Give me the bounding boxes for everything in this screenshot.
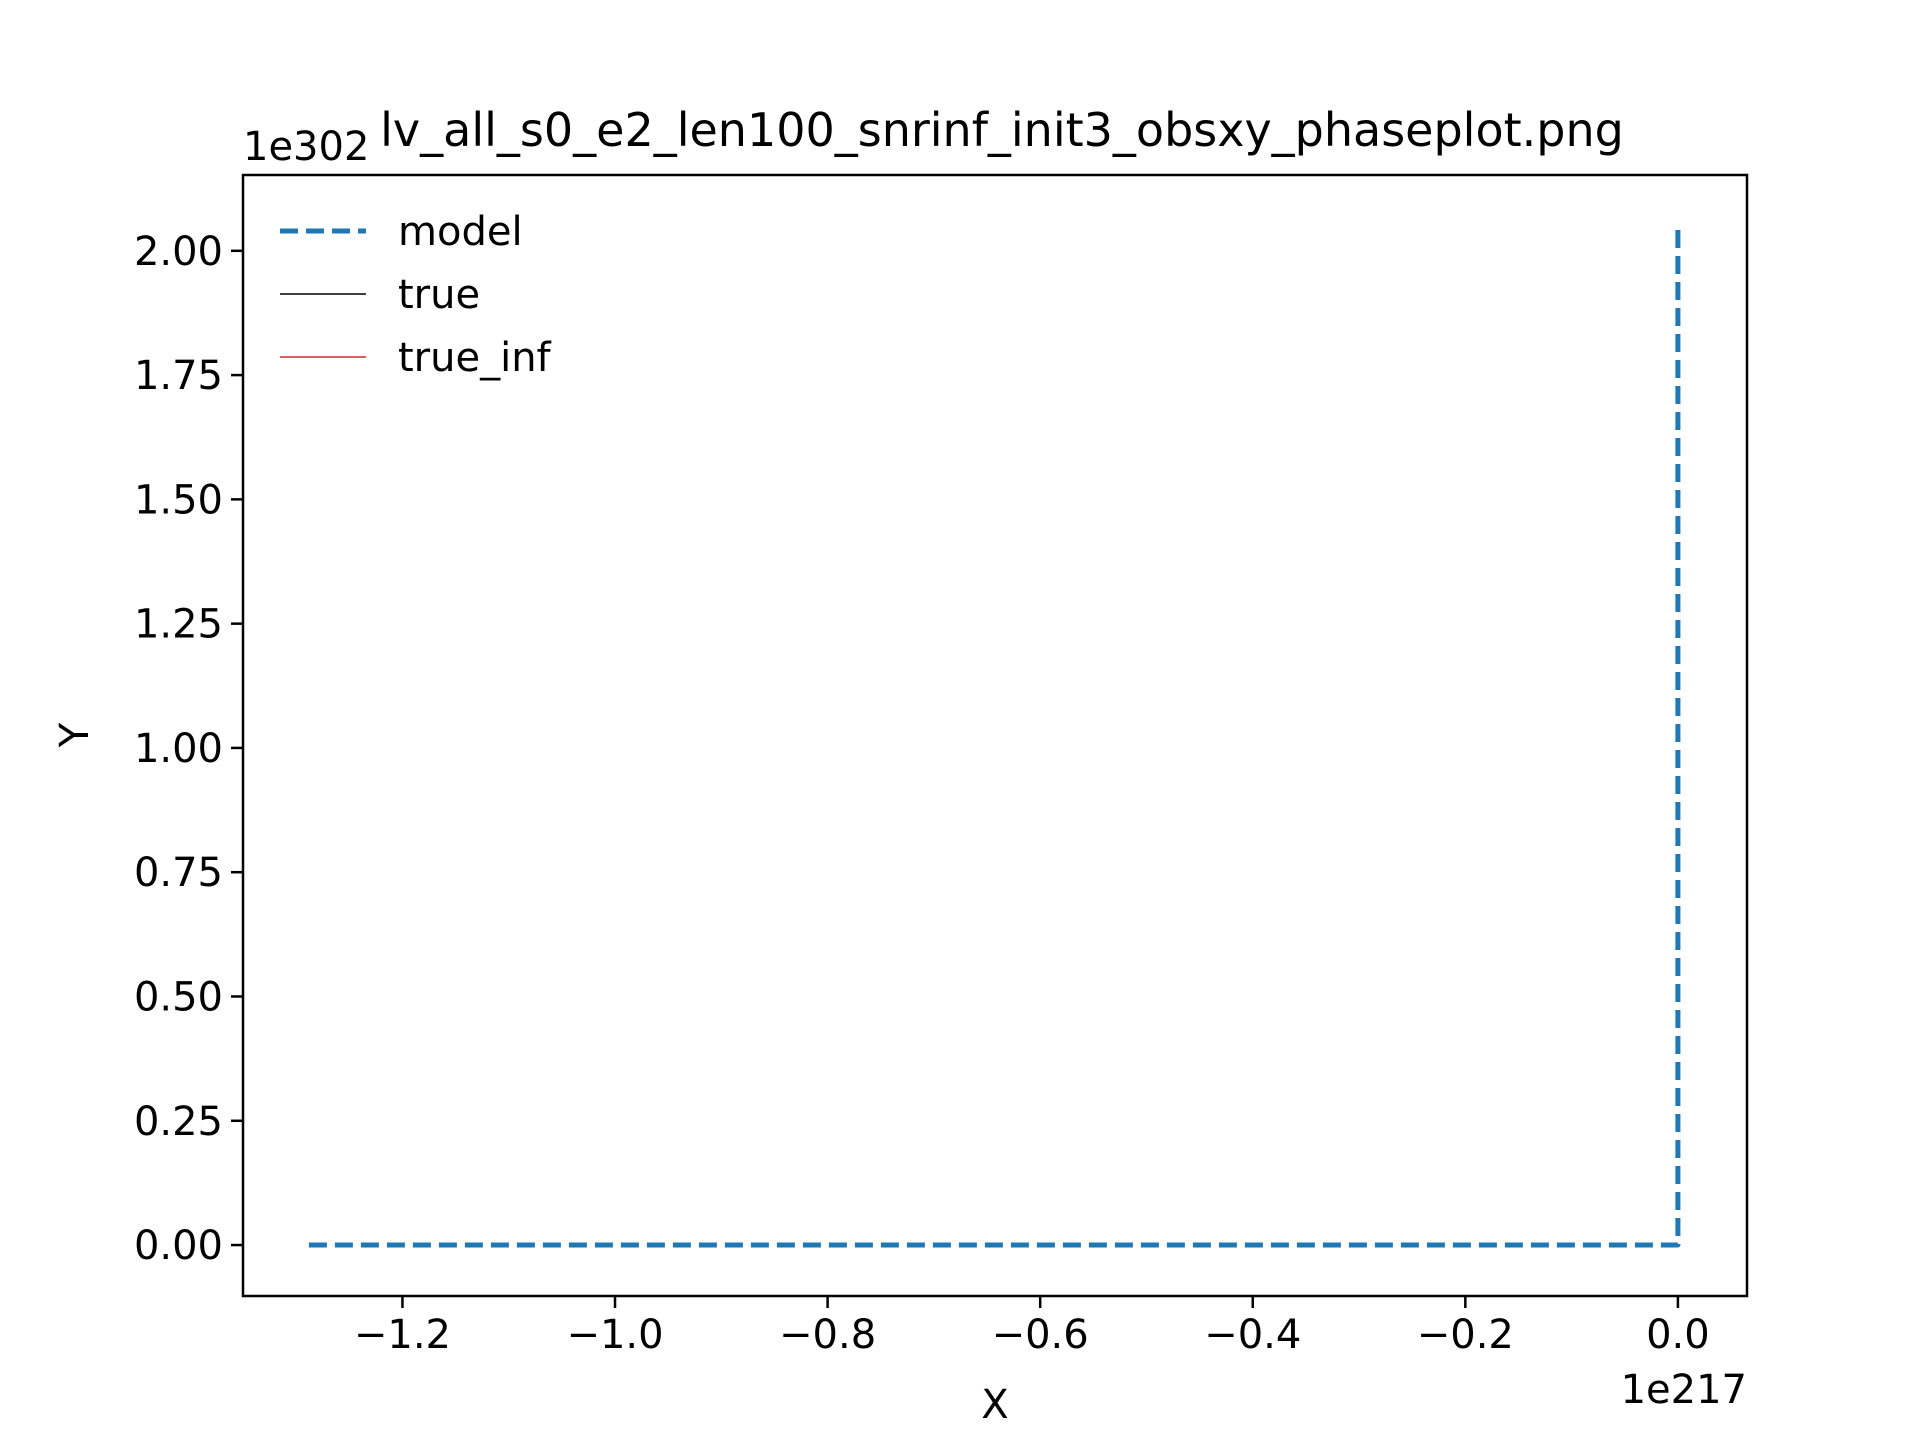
plot-area: [241, 173, 1749, 1298]
y-tick-label: 1.25: [134, 602, 223, 648]
legend-label-model: model: [398, 209, 523, 255]
legend-label-true-inf: true_inf: [398, 335, 552, 381]
x-tick-label: −1.2: [354, 1312, 451, 1358]
axes-frame: [241, 173, 1749, 1298]
legend: model true true_inf: [280, 209, 552, 381]
y-tick-label: 1.50: [134, 477, 223, 523]
x-axis-label: X: [981, 1382, 1008, 1428]
y-axis-ticks: 0.00 0.25 0.50 0.75 1.00 1.25 1.50 1.75 2.00: [134, 229, 243, 1269]
x-tick-label: −0.6: [992, 1312, 1089, 1358]
x-tick-label: −1.0: [566, 1312, 663, 1358]
y-tick-label: 0.00: [134, 1223, 223, 1269]
y-tick-label: 0.50: [134, 974, 223, 1020]
y-tick-label: 1.75: [134, 353, 223, 399]
x-axis-ticks: −1.2 −1.0 −0.8 −0.6 −0.4 −0.2 0.0: [354, 1296, 1710, 1358]
y-tick-label: 0.25: [134, 1099, 223, 1145]
chart-title: lv_all_s0_e2_len100_snrinf_init3_obsxy_p…: [380, 103, 1624, 157]
x-tick-label: −0.4: [1204, 1312, 1301, 1358]
series-line-model: [308, 228, 1681, 1248]
y-tick-label: 0.75: [134, 850, 223, 896]
y-axis-offset-text: 1e302: [243, 124, 369, 170]
y-tick-label: 1.00: [134, 726, 223, 772]
x-tick-label: 0.0: [1646, 1312, 1710, 1358]
y-axis-label: Y: [52, 722, 98, 748]
y-tick-label: 2.00: [134, 229, 223, 275]
x-axis-offset-text: 1e217: [1621, 1367, 1747, 1413]
x-tick-label: −0.2: [1417, 1312, 1514, 1358]
x-tick-label: −0.8: [779, 1312, 876, 1358]
legend-label-true: true: [398, 272, 480, 318]
